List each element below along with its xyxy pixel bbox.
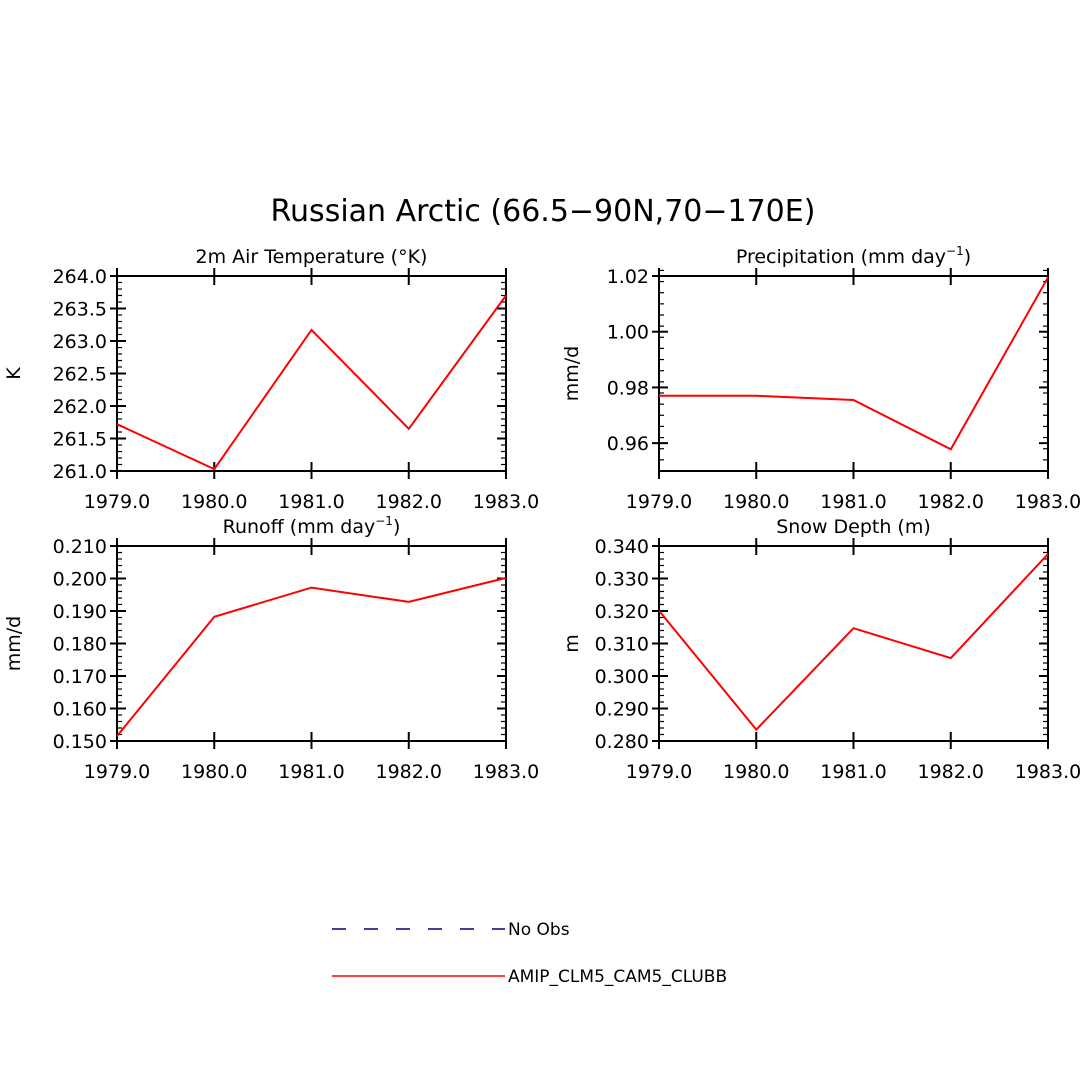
x-tick-label: 1980.0 — [181, 761, 247, 783]
panel-title-air-temperature: 2m Air Temperature (°K) — [196, 246, 428, 268]
x-tick-label: 1979.0 — [84, 761, 150, 783]
y-tick-label: 0.160 — [53, 699, 107, 721]
panel-title-text: Snow Depth (m) — [776, 516, 931, 538]
legend-label-model: AMIP_CLM5_CAM5_CLUBB — [508, 967, 727, 987]
x-tick-label: 1979.0 — [626, 491, 692, 513]
y-tick-label: 0.200 — [53, 569, 107, 591]
y-tick-label: 262.0 — [53, 396, 107, 418]
y-axis-label-runoff: mm/d — [3, 616, 25, 671]
panel-title-runoff: Runoff (mm day−1) — [223, 514, 401, 538]
plot-frame-precipitation — [658, 275, 1049, 472]
x-tick-label: 1981.0 — [278, 491, 344, 513]
y-tick-label: 263.0 — [53, 331, 107, 353]
y-axis-label-precipitation: mm/d — [561, 346, 583, 401]
series-line-precipitation — [659, 276, 1049, 451]
panel-air-temperature: 2m Air Temperature (°K) 261.0 261.5 262.0 26… — [3, 246, 539, 513]
y-tick-label: 263.5 — [53, 299, 107, 321]
panels-group: 2m Air Temperature (°K) 261.0 261.5 262.0 26… — [3, 244, 1081, 783]
y-tick-label: 0.320 — [595, 601, 649, 623]
y-axis-label-air-temperature: K — [3, 367, 25, 380]
legend-label-no-obs: No Obs — [508, 920, 570, 940]
series-line-runoff — [116, 576, 507, 737]
y-tick-label: 262.5 — [53, 364, 107, 386]
panel-title-superscript: −1 — [946, 244, 964, 258]
y-tick-label: 0.96 — [607, 433, 649, 455]
x-tick-label: 1983.0 — [1015, 491, 1081, 513]
plot-frame-air-temperature — [116, 275, 507, 472]
legend: No Obs AMIP_CLM5_CAM5_CLUBB — [332, 920, 727, 987]
x-tick-label: 1980.0 — [723, 491, 789, 513]
y-tick-label: 261.5 — [53, 429, 107, 451]
panel-title-tail: ) — [393, 516, 400, 538]
y-tick-label: 0.98 — [607, 377, 649, 399]
x-tick-label: 1982.0 — [376, 491, 442, 513]
x-tick-label: 1980.0 — [181, 491, 247, 513]
y-tick-label: 0.330 — [595, 569, 649, 591]
plot-frame-snow-depth — [658, 545, 1049, 742]
x-tick-label: 1981.0 — [820, 761, 886, 783]
y-tick-label: 0.190 — [53, 601, 107, 623]
x-tick-label: 1982.0 — [918, 491, 984, 513]
x-tick-label: 1982.0 — [918, 761, 984, 783]
x-tick-label: 1983.0 — [473, 491, 539, 513]
series-line-snow-depth — [658, 553, 1049, 732]
x-tick-label: 1979.0 — [84, 491, 150, 513]
y-tick-label: 0.210 — [53, 536, 107, 558]
y-tick-label: 0.150 — [53, 731, 107, 753]
y-tick-label: 0.280 — [595, 731, 649, 753]
y-tick-label: 1.00 — [607, 322, 649, 344]
panel-title-superscript: −1 — [375, 514, 393, 528]
x-tick-label: 1981.0 — [278, 761, 344, 783]
panel-title-text: Precipitation (mm day — [736, 246, 946, 268]
y-tick-label: 0.180 — [53, 634, 107, 656]
x-tick-label: 1979.0 — [626, 761, 692, 783]
series-line-air-temperature — [116, 294, 507, 471]
panel-title-text: 2m Air Temperature (°K) — [196, 246, 428, 268]
y-tick-label: 261.0 — [53, 461, 107, 483]
x-tick-label: 1983.0 — [1015, 761, 1081, 783]
y-tick-label: 0.310 — [595, 634, 649, 656]
x-tick-label: 1983.0 — [473, 761, 539, 783]
panel-title-tail: ) — [964, 246, 971, 268]
y-tick-label: 0.170 — [53, 666, 107, 688]
y-tick-label: 264.0 — [53, 266, 107, 288]
y-tick-label: 0.300 — [595, 666, 649, 688]
y-axis-label-snow-depth: m — [561, 634, 583, 653]
panel-title-text: Runoff (mm day — [223, 516, 376, 538]
y-tick-label: 0.340 — [595, 536, 649, 558]
x-tick-label: 1980.0 — [723, 761, 789, 783]
y-tick-label: 1.02 — [607, 266, 649, 288]
x-tick-label: 1981.0 — [820, 491, 886, 513]
panel-precipitation: Precipitation (mm day−1) 0.96 0.98 1.00 1.02… — [561, 244, 1081, 513]
panel-title-precipitation: Precipitation (mm day−1) — [736, 244, 971, 268]
plot-frame-runoff — [116, 545, 507, 742]
panel-title-snow-depth: Snow Depth (m) — [776, 516, 931, 538]
figure-title: Russian Arctic (66.5−90N,70−170E) — [271, 194, 816, 229]
panel-runoff: Runoff (mm day−1) 0.150 0.160 0.170 0.180 0.1… — [3, 514, 539, 783]
x-tick-label: 1982.0 — [376, 761, 442, 783]
panel-snow-depth: Snow Depth (m) 0.280 0.290 0.300 0.310 0.320 0… — [561, 516, 1081, 783]
y-tick-label: 0.290 — [595, 699, 649, 721]
